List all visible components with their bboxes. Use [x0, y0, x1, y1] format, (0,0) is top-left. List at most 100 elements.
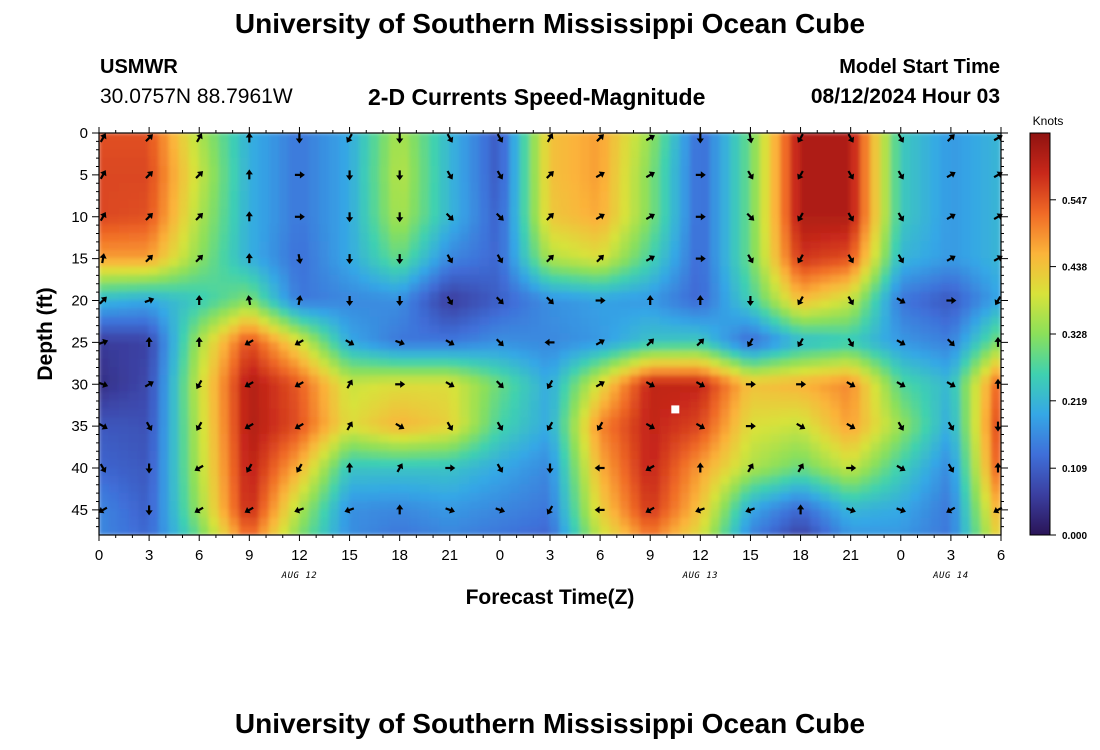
heatmap-cell — [489, 233, 501, 243]
heatmap-cell — [900, 166, 912, 176]
current-arrow — [396, 504, 404, 515]
heatmap-cell — [138, 291, 150, 302]
heatmap-cell — [248, 392, 260, 402]
heatmap-cell — [860, 325, 872, 335]
heatmap-cell — [559, 358, 571, 369]
heatmap-cell — [439, 459, 451, 469]
heatmap-cell — [769, 526, 782, 535]
heatmap-cell — [769, 509, 782, 519]
heatmap-cell — [158, 492, 170, 503]
heatmap-cell — [469, 383, 481, 394]
heatmap-cell — [118, 157, 130, 168]
heatmap-cell — [198, 199, 210, 209]
heatmap-cell — [970, 266, 982, 276]
heatmap-cell — [389, 517, 401, 528]
heatmap-cell — [729, 233, 741, 243]
heatmap-cell — [168, 174, 180, 184]
heatmap-cell — [559, 501, 571, 511]
heatmap-cell — [749, 308, 761, 318]
heatmap-cell — [709, 392, 721, 402]
heatmap-cell — [950, 182, 962, 193]
heatmap-cell — [800, 224, 812, 235]
heatmap-cell — [308, 249, 320, 260]
heatmap-cell — [419, 266, 431, 276]
heatmap-cell — [920, 157, 932, 168]
heatmap-cell — [679, 274, 691, 285]
heatmap-cell — [980, 467, 992, 477]
heatmap-cell — [369, 157, 381, 168]
heatmap-cell — [870, 191, 882, 201]
heatmap-cell — [699, 358, 711, 369]
heatmap-cell — [870, 291, 882, 302]
heatmap-cell — [709, 350, 721, 360]
heatmap-cell — [298, 233, 310, 243]
heatmap-cell — [419, 501, 431, 511]
heatmap-cell — [469, 233, 481, 243]
heatmap-cell — [960, 233, 972, 243]
heatmap-cell — [599, 258, 611, 268]
heatmap-cell — [308, 425, 320, 436]
heatmap-cell — [489, 367, 501, 377]
heatmap-cell — [860, 149, 872, 159]
heatmap-cell — [910, 492, 922, 503]
heatmap-cell — [549, 207, 561, 218]
heatmap-cell — [469, 517, 481, 528]
heatmap-cell — [619, 308, 631, 318]
heatmap-cell — [429, 291, 441, 302]
heatmap-cell — [118, 484, 130, 494]
heatmap-cell — [228, 149, 240, 159]
heatmap-cell — [900, 341, 912, 352]
heatmap-cell — [780, 308, 792, 318]
heatmap-cell — [419, 149, 431, 159]
heatmap-cell — [930, 341, 942, 352]
heatmap-cell — [850, 450, 862, 461]
heatmap-cell — [419, 492, 431, 503]
heatmap-cell — [128, 400, 140, 410]
heatmap-cell — [379, 140, 391, 151]
heatmap-cell — [298, 291, 310, 302]
heatmap-cell — [168, 207, 180, 218]
heatmap-cell — [208, 417, 220, 427]
heatmap-cell — [559, 191, 571, 201]
heatmap-cell — [429, 392, 441, 402]
heatmap-cell — [419, 291, 431, 302]
heatmap-cell — [860, 224, 872, 235]
heatmap-cell — [609, 434, 621, 444]
heatmap-cell — [639, 442, 651, 452]
heatmap-cell — [890, 467, 902, 477]
heatmap-cell — [689, 233, 701, 243]
heatmap-cell — [178, 434, 190, 444]
heatmap-cell — [449, 392, 461, 402]
heatmap-cell — [128, 434, 140, 444]
heatmap-cell — [960, 274, 972, 285]
heatmap-cell — [749, 258, 761, 268]
heatmap-cell — [389, 308, 401, 318]
heatmap-cell — [679, 266, 691, 276]
heatmap-cell — [399, 258, 411, 268]
current-arrow — [846, 464, 857, 472]
heatmap-cell — [108, 174, 120, 184]
heatmap-cell — [729, 274, 741, 285]
heatmap-cell — [599, 350, 611, 360]
heatmap-cell — [409, 140, 421, 151]
heatmap-cell — [459, 501, 471, 511]
heatmap-cell — [880, 174, 892, 184]
heatmap-cell — [168, 233, 180, 243]
heatmap-cell — [329, 207, 341, 218]
heatmap-cell — [840, 233, 852, 243]
heatmap-cell — [238, 325, 250, 335]
heatmap-cell — [499, 224, 511, 235]
heatmap-cell — [880, 459, 892, 469]
heatmap-cell — [649, 207, 661, 218]
heatmap-cell — [739, 266, 751, 276]
heatmap-cell — [479, 467, 491, 477]
heatmap-cell — [910, 517, 922, 528]
heatmap-cell — [128, 224, 140, 235]
heatmap-cell — [519, 467, 531, 477]
heatmap-cell — [780, 375, 792, 385]
heatmap-cell — [709, 241, 721, 251]
heatmap-cell — [759, 450, 771, 461]
heatmap-cell — [148, 333, 160, 343]
heatmap-cell — [769, 249, 782, 260]
heatmap-cell — [439, 484, 451, 494]
